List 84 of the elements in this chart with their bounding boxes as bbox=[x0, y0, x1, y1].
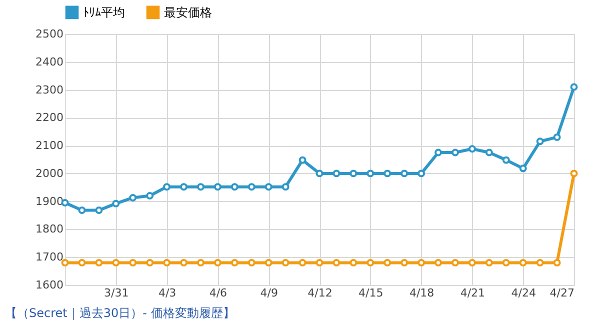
point bbox=[146, 258, 154, 266]
x-tick-label: 3/31 bbox=[104, 286, 129, 300]
point bbox=[451, 148, 459, 156]
y-tick-label: 2200 bbox=[36, 111, 64, 124]
point bbox=[536, 138, 544, 146]
point bbox=[180, 258, 188, 266]
y-tick-label: 2500 bbox=[36, 28, 64, 40]
point bbox=[316, 170, 324, 178]
point bbox=[163, 183, 171, 191]
point bbox=[350, 170, 358, 178]
point bbox=[163, 258, 171, 266]
point bbox=[196, 258, 204, 266]
point bbox=[384, 170, 392, 178]
point bbox=[553, 258, 561, 266]
point bbox=[400, 258, 408, 266]
point bbox=[468, 145, 476, 153]
point bbox=[400, 170, 408, 178]
point bbox=[485, 258, 493, 266]
point bbox=[502, 258, 510, 266]
x-tick-label: 4/24 bbox=[511, 286, 536, 300]
point bbox=[502, 156, 510, 164]
point bbox=[248, 258, 256, 266]
point bbox=[146, 192, 154, 200]
point bbox=[519, 258, 527, 266]
point bbox=[282, 258, 290, 266]
point bbox=[553, 133, 561, 141]
y-tick-label: 2400 bbox=[36, 55, 64, 68]
point bbox=[519, 164, 527, 172]
point bbox=[298, 258, 306, 266]
point bbox=[451, 258, 459, 266]
y-tick-label: 2000 bbox=[36, 166, 64, 180]
x-tick-label: 4/27 bbox=[550, 286, 574, 300]
point bbox=[350, 258, 358, 266]
x-tick-label: 4/21 bbox=[460, 286, 486, 300]
point bbox=[384, 258, 392, 266]
point bbox=[112, 258, 120, 266]
x-tick-label: 4/15 bbox=[358, 286, 384, 300]
x-tick-label: 4/9 bbox=[260, 286, 278, 300]
y-tick-label: 2300 bbox=[36, 83, 64, 96]
point bbox=[485, 148, 493, 156]
x-tick-label: 4/3 bbox=[158, 286, 176, 300]
point bbox=[61, 258, 69, 266]
y-tick-label: 1600 bbox=[36, 278, 64, 292]
point bbox=[570, 170, 578, 178]
point bbox=[418, 258, 426, 266]
point bbox=[230, 183, 238, 191]
y-tick-label: 1800 bbox=[36, 222, 64, 236]
point bbox=[214, 258, 222, 266]
text: 【（Secret｜過去30日）- 価格変動履歴】 bbox=[5, 306, 235, 320]
point bbox=[129, 194, 137, 202]
point bbox=[418, 170, 426, 178]
point bbox=[298, 156, 306, 164]
x-tick-label: 4/6 bbox=[209, 286, 228, 300]
point bbox=[434, 258, 442, 266]
point bbox=[95, 258, 103, 266]
x-tick-label: 4/12 bbox=[308, 286, 332, 300]
point bbox=[536, 258, 544, 266]
point bbox=[434, 148, 442, 156]
point bbox=[248, 183, 256, 191]
point bbox=[214, 183, 222, 191]
point bbox=[78, 206, 86, 214]
point bbox=[95, 206, 103, 214]
point bbox=[468, 258, 476, 266]
point bbox=[264, 183, 272, 191]
legend-label: 最安価格 bbox=[164, 5, 212, 20]
point bbox=[366, 258, 374, 266]
point bbox=[112, 200, 120, 208]
y-tick-label: 2100 bbox=[36, 139, 64, 152]
point bbox=[196, 183, 204, 191]
y-tick-label: 1700 bbox=[36, 250, 64, 264]
point bbox=[316, 258, 324, 266]
point bbox=[366, 170, 374, 178]
point bbox=[332, 258, 340, 266]
point bbox=[129, 258, 137, 266]
point bbox=[570, 83, 578, 91]
y-tick-label: 1900 bbox=[36, 194, 64, 208]
x-tick-label: 4/18 bbox=[409, 286, 434, 300]
point bbox=[332, 170, 340, 178]
point bbox=[264, 258, 272, 266]
point bbox=[78, 258, 86, 266]
legend-label: ﾄﾘﾑ平均 bbox=[83, 5, 125, 20]
point bbox=[230, 258, 238, 266]
point bbox=[282, 183, 290, 191]
point bbox=[180, 183, 188, 191]
